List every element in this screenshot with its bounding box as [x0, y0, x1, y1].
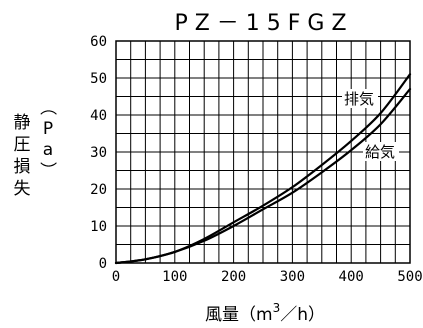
- x-tick-label: 300: [280, 269, 305, 285]
- y-tick-label: 30: [90, 145, 107, 161]
- x-tick-label: 100: [162, 269, 187, 285]
- x-tick-label: 0: [112, 269, 120, 285]
- x-tick-label: 400: [339, 269, 364, 285]
- series-label-background: [363, 142, 399, 161]
- x-axis-label-main: 風量（m: [205, 305, 273, 325]
- x-tick-label: 500: [397, 269, 422, 285]
- y-tick-label: 40: [90, 108, 107, 124]
- y-axis-label-char: 圧: [14, 135, 31, 155]
- chart-title: PZ－15FGZ: [174, 11, 353, 36]
- plot-border: [115, 40, 411, 264]
- series-lines: [114, 73, 412, 265]
- y-tick-label: 10: [90, 219, 107, 235]
- plot-frame: [115, 40, 411, 264]
- y-axis-label-unit-char: ）: [37, 162, 57, 179]
- y-tick-label: 20: [90, 182, 107, 198]
- x-axis-label-tail: ／h）: [280, 305, 325, 325]
- series-label-exhaust: 排気: [344, 90, 374, 108]
- x-tick-labels: 0 100 200 300 400 500: [112, 269, 423, 285]
- x-axis-label: 風量（m3／h）: [205, 301, 325, 325]
- y-axis-label-char: 損: [14, 157, 31, 177]
- y-axis-label-char: 静: [14, 113, 31, 133]
- y-axis-label-unit-char: P: [43, 119, 53, 139]
- y-axis-label-unit-char: （: [37, 99, 57, 116]
- y-tick-labels: 0 10 20 30 40 50 60: [90, 34, 107, 272]
- y-tick-label: 0: [99, 256, 107, 272]
- x-axis-label-superscript: 3: [273, 301, 281, 315]
- series-label-supply: 給気: [365, 143, 395, 161]
- series-label-background: [342, 89, 378, 108]
- x-tick-label: 200: [221, 269, 246, 285]
- y-axis-label-char: 失: [14, 179, 31, 199]
- supply-curve: [114, 88, 412, 265]
- y-tick-label: 60: [90, 34, 107, 50]
- y-axis-label-unit-char: a: [43, 140, 53, 160]
- y-tick-label: 50: [90, 71, 107, 87]
